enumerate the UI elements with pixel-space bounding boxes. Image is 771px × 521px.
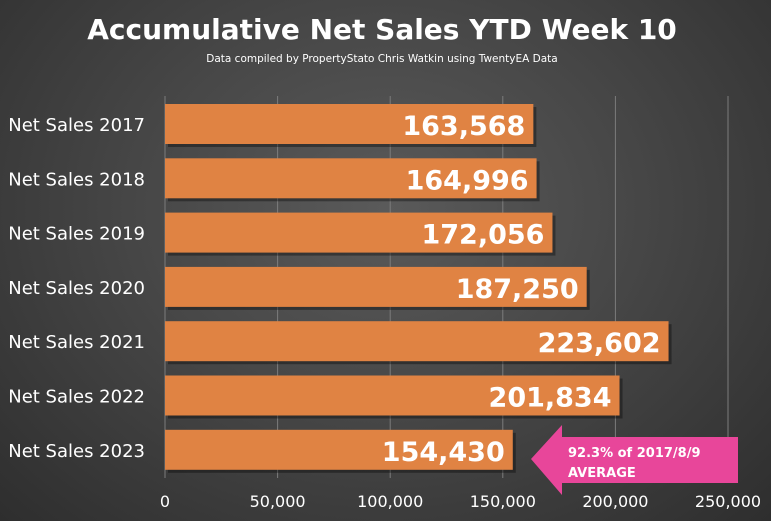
x-tick-label: 200,000 (582, 492, 648, 511)
category-label: Net Sales 2017 (8, 115, 145, 136)
category-label: Net Sales 2023 (8, 441, 145, 462)
value-label: 154,430 (382, 437, 505, 468)
callout-arrow-shape (531, 425, 738, 495)
bar (165, 104, 534, 144)
value-label: 223,602 (538, 328, 661, 359)
bar (165, 266, 587, 307)
callout-arrow: 92.3% of 2017/8/9 AVERAGE (531, 425, 738, 495)
bars-group (165, 104, 672, 473)
x-tick-label: 0 (160, 492, 170, 511)
x-tick-label: 150,000 (470, 492, 536, 511)
callout-line-2: AVERAGE (568, 466, 636, 481)
value-label: 164,996 (406, 165, 529, 196)
bar (165, 429, 513, 470)
value-labels: 163,568 164,996 172,056 187,250 223,602 201,8… (382, 111, 661, 468)
bar (165, 321, 669, 362)
x-tick-label: 250,000 (695, 492, 761, 511)
value-label: 172,056 (421, 220, 544, 251)
x-axis-ticks: 0 50,000 100,000 150,000 200,000 250,000 (160, 492, 761, 511)
bar (165, 375, 620, 416)
chart-subtitle: Data compiled by PropertyStato Chris Wat… (206, 53, 557, 65)
value-label: 187,250 (456, 274, 579, 305)
callout-line-1: 92.3% of 2017/8/9 (568, 446, 701, 461)
category-label: Net Sales 2021 (8, 332, 145, 353)
x-tick-label: 50,000 (250, 492, 306, 511)
value-label: 163,568 (402, 111, 525, 142)
chart-title: Accumulative Net Sales YTD Week 10 (87, 13, 677, 46)
bar (165, 158, 537, 199)
category-label: Net Sales 2022 (8, 387, 145, 408)
value-label: 201,834 (489, 383, 612, 414)
category-labels: Net Sales 2017 Net Sales 2018 Net Sales 20… (8, 115, 145, 462)
category-label: Net Sales 2018 (8, 169, 145, 190)
category-label: Net Sales 2019 (8, 224, 145, 245)
x-tick-label: 100,000 (357, 492, 423, 511)
bar (165, 212, 553, 253)
category-label: Net Sales 2020 (8, 278, 145, 299)
